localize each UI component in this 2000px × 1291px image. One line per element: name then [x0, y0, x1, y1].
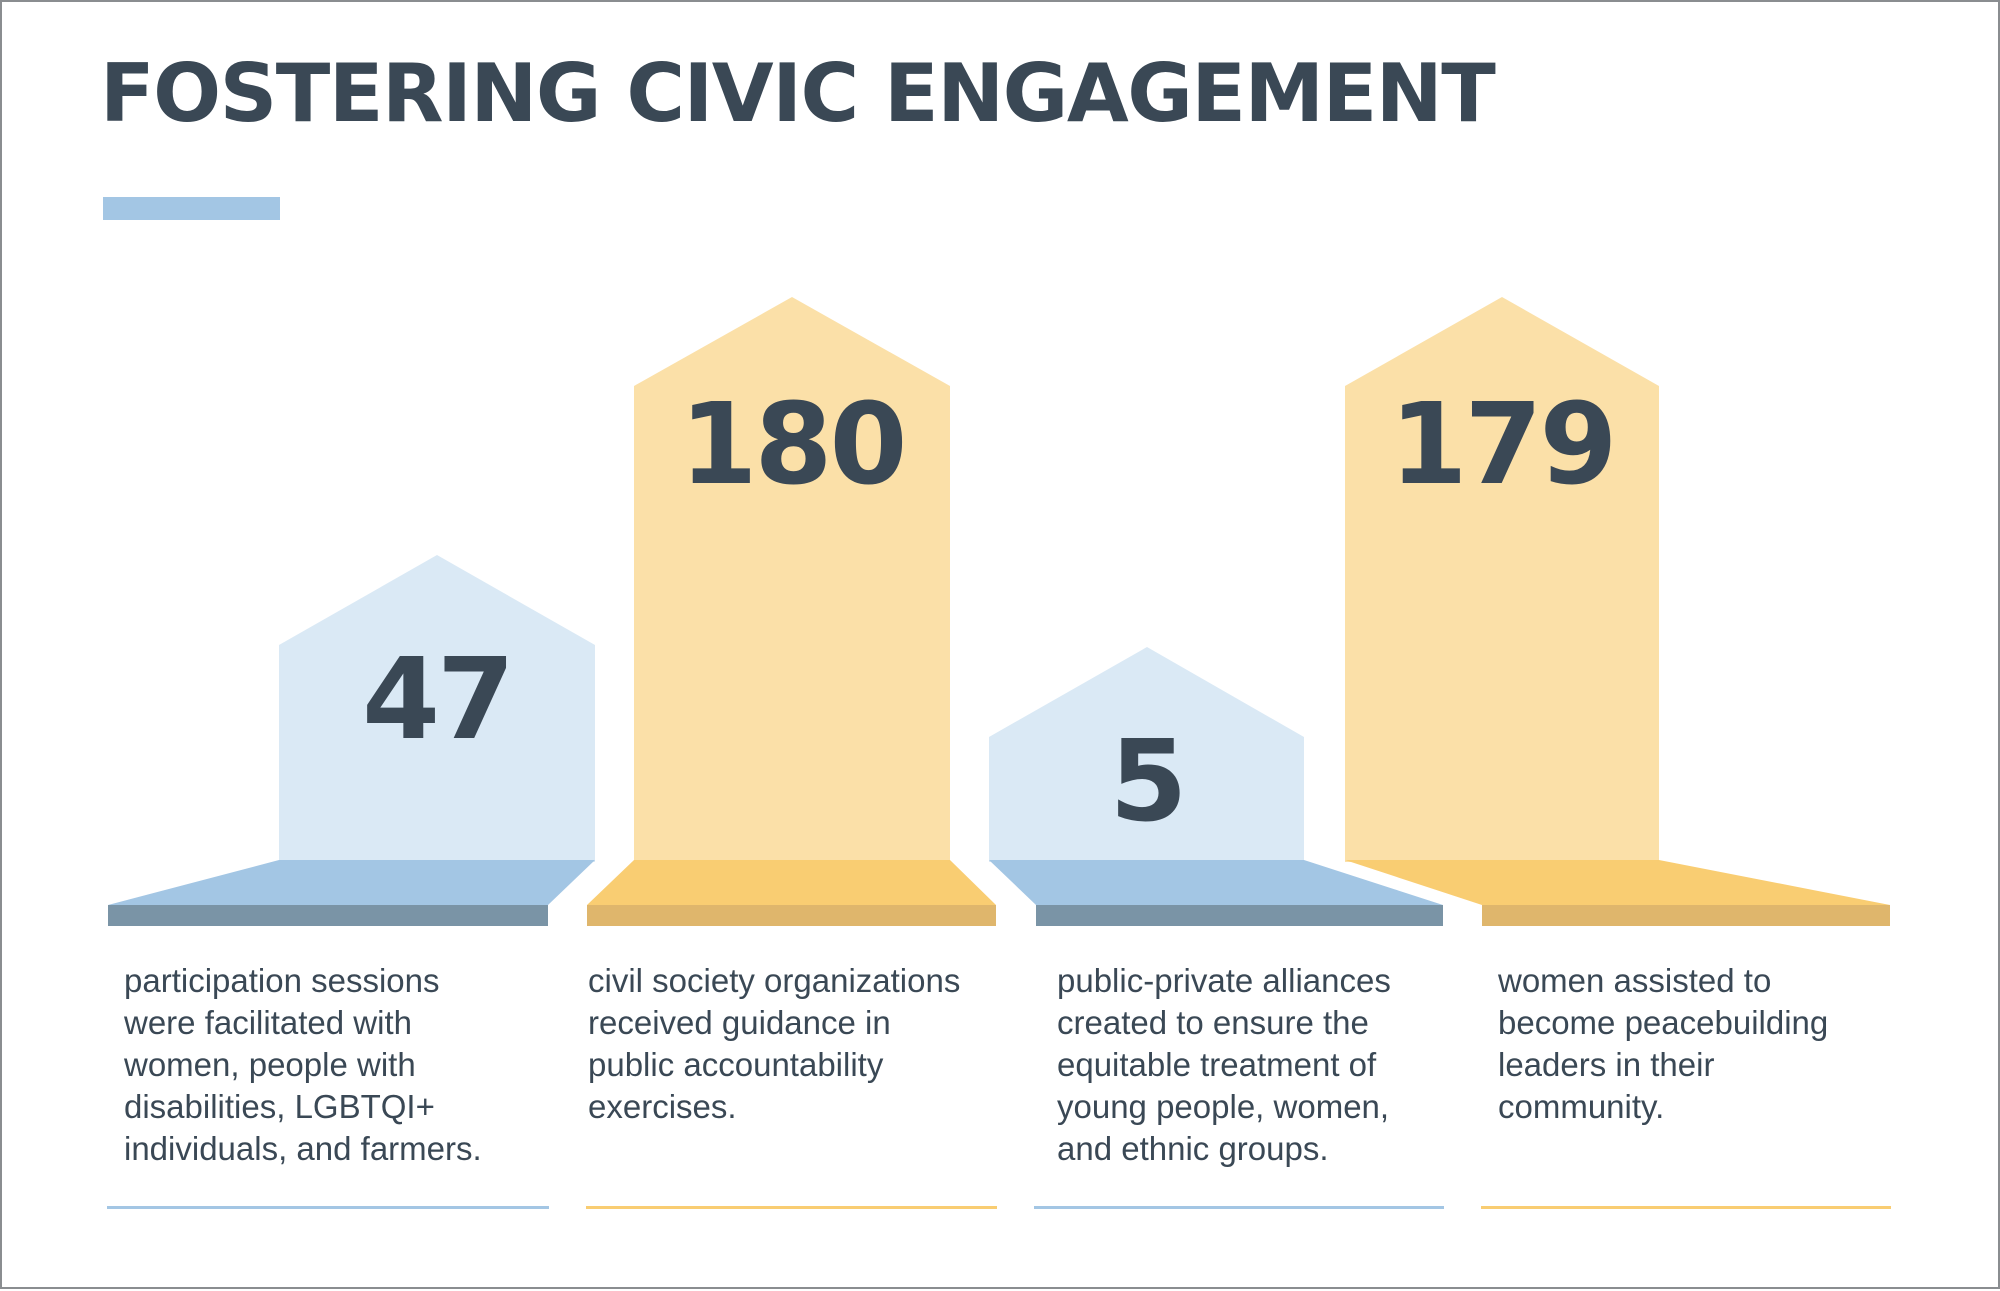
- stat-2-divider: [586, 1206, 997, 1209]
- stat-1-house-shape: [279, 555, 595, 862]
- stat-1-platform-front: [108, 905, 548, 926]
- page-title: FOSTERING CIVIC ENGAGEMENT: [100, 47, 1496, 140]
- stat-2-platform-front: [587, 905, 996, 926]
- stat-3-platform-front: [1036, 905, 1443, 926]
- stat-card-1-graphic: 47: [108, 555, 595, 926]
- stat-4-value: 179: [1390, 380, 1615, 510]
- stat-4-description: women assisted to become peacebuilding l…: [1498, 962, 1829, 1125]
- stat-4-platform-front: [1482, 905, 1890, 926]
- stat-3-house-shape: [989, 647, 1304, 862]
- stat-4-house-shape: [1345, 297, 1659, 862]
- stat-1-value: 47: [362, 635, 512, 765]
- stat-4-divider: [1481, 1206, 1891, 1209]
- stat-card-2-graphic: 180: [587, 297, 996, 926]
- stat-2-house-shape: [634, 297, 950, 862]
- stat-3-description: public-private alliances created to ensu…: [1057, 962, 1391, 1167]
- stat-1-description: participation sessions were facilitated …: [124, 962, 482, 1167]
- stat-2-value: 180: [680, 380, 905, 510]
- stat-card-4-graphic: 179: [1345, 297, 1890, 926]
- stat-2-description: civil society organizations received gui…: [588, 962, 961, 1125]
- stat-4-platform-top: [1345, 860, 1890, 905]
- stat-card-3-graphic: 5: [989, 647, 1443, 926]
- stat-3-platform-top: [989, 860, 1443, 905]
- stat-1-divider: [107, 1206, 549, 1209]
- stat-3-value: 5: [1110, 717, 1185, 847]
- stat-2-platform-top: [587, 860, 996, 905]
- title-underline-bar: [103, 197, 280, 220]
- stat-3-divider: [1034, 1206, 1444, 1209]
- stat-1-platform-top: [108, 860, 595, 905]
